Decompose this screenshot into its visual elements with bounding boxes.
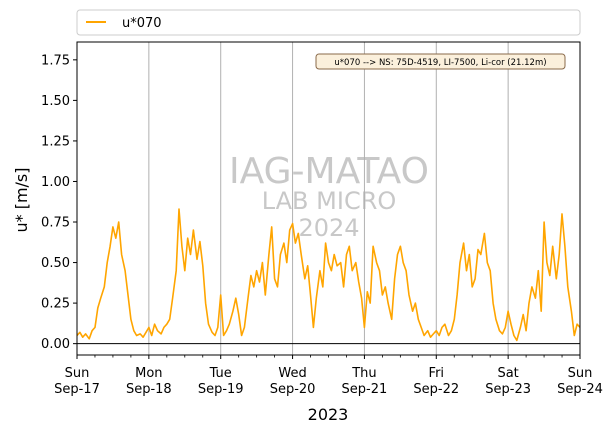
y-tick-label-3: 0.75: [41, 216, 70, 231]
watermark: IAG-MATAO LAB MICRO 2024: [229, 151, 429, 242]
x-tick-day-5: Fri: [429, 366, 445, 381]
legend-box: [76, 9, 581, 36]
x-tick-date-4: Sep-21: [342, 382, 388, 397]
y-axis: 0.00 0.25 0.50 0.75 1.00 1.25 1.50 1.75: [41, 53, 77, 352]
y-tick-label-6: 1.50: [41, 94, 70, 109]
watermark-line-3: 2024: [298, 214, 359, 242]
legend-label: u*070: [122, 16, 162, 31]
x-tick-date-2: Sep-19: [198, 382, 244, 397]
annotation: u*070 --> NS: 75D-4519, LI-7500, Li-cor …: [315, 53, 566, 70]
x-tick-date-5: Sep-22: [413, 382, 459, 397]
series-line-0: [76, 208, 581, 342]
y-tick-label-0: 0.00: [41, 337, 70, 352]
annotation-box: [315, 53, 566, 70]
grid: [77, 42, 580, 355]
x-tick-date-7: Sep-24: [557, 382, 603, 397]
watermark-line-2: LAB MICRO: [262, 187, 397, 215]
x-tick-date-1: Sep-18: [126, 382, 172, 397]
x-tick-day-0: Sun: [65, 366, 90, 381]
x-tick-day-1: Mon: [135, 366, 162, 381]
x-tick-day-3: Wed: [278, 366, 306, 381]
x-tick-day-7: Sun: [568, 366, 593, 381]
annotation-text: u*070 --> NS: 75D-4519, LI-7500, Li-cor …: [334, 58, 546, 68]
x-tick-date-0: Sep-17: [54, 382, 100, 397]
y-tick-label-5: 1.25: [41, 134, 70, 149]
x-tick-day-4: Thu: [351, 366, 376, 381]
x-tick-date-6: Sep-23: [485, 382, 531, 397]
legend: u*070: [76, 9, 581, 36]
y-axis-title: u* [m/s]: [12, 167, 31, 232]
series-layer: [76, 208, 581, 342]
x-tick-day-2: Tue: [209, 366, 232, 381]
x-axis: SunSep-17MonSep-18TueSep-19WedSep-20ThuS…: [54, 355, 603, 397]
x-tick-day-6: Sat: [497, 366, 518, 381]
x-axis-title: 2023: [308, 405, 349, 424]
watermark-line-1: IAG-MATAO: [229, 151, 429, 192]
x-tick-date-3: Sep-20: [270, 382, 316, 397]
y-tick-label-4: 1.00: [41, 175, 70, 190]
y-tick-label-1: 0.25: [41, 297, 70, 312]
y-tick-label-2: 0.50: [41, 256, 70, 271]
y-tick-label-7: 1.75: [41, 53, 70, 68]
